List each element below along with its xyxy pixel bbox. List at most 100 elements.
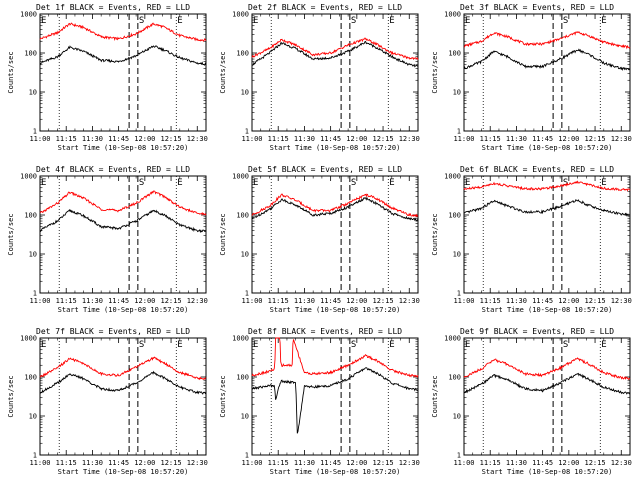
y-tick-label: 1000 [20, 173, 37, 181]
x-tick-label: 12:00 [558, 135, 579, 143]
x-tick-label: 11:15 [268, 459, 289, 467]
x-tick-label: 11:45 [320, 297, 341, 305]
y-axis-label: Counts/sec [219, 375, 227, 417]
y-tick-label: 100 [24, 374, 37, 382]
y-tick-label: 1000 [232, 335, 249, 343]
series-line-red [463, 180, 631, 192]
event-marker-E: E [465, 340, 470, 350]
series-line-black [464, 199, 631, 217]
plot-frame [463, 175, 631, 294]
plot-frame [463, 337, 631, 456]
panel-title: Det 7f BLACK = Events, RED = LLD [36, 327, 190, 336]
event-marker-S: S [351, 340, 356, 350]
y-tick-label: 1000 [444, 335, 461, 343]
y-axis-label: Counts/sec [431, 213, 439, 255]
panel-title: Det 2f BLACK = Events, RED = LLD [248, 3, 402, 12]
y-tick-label: 10 [241, 251, 249, 259]
panel-4: Det 4f BLACK = Events, RED = LLD 1 10 100 10… [7, 165, 208, 314]
series-line-red [251, 37, 419, 61]
y-tick-label: 10 [241, 413, 249, 421]
x-axis-label: Start Time (10-Sep-08 10:57:20) [58, 468, 189, 476]
x-tick-label: 11:00 [453, 135, 474, 143]
panel-title: Det 5f BLACK = Events, RED = LLD [248, 165, 402, 174]
series-line-black [39, 45, 207, 66]
plot-frame [39, 337, 207, 456]
x-axis-label: Start Time (10-Sep-08 10:57:20) [482, 468, 613, 476]
panel-title: Det 6f BLACK = Events, RED = LLD [460, 165, 614, 174]
event-marker-E: E [41, 178, 46, 188]
y-tick-label: 1000 [20, 335, 37, 343]
y-tick-label: 100 [448, 50, 461, 58]
panel-8: Det 8f BLACK = Events, RED = LLD 1 10 100 10… [219, 327, 420, 476]
plot-frame [251, 13, 419, 132]
x-axis-label: Start Time (10-Sep-08 10:57:20) [482, 306, 613, 314]
panel-1: Det 1f BLACK = Events, RED = LLD 1 10 100 10… [7, 3, 208, 152]
x-tick-label: 11:15 [56, 135, 77, 143]
y-axis-label: Counts/sec [7, 51, 15, 93]
x-axis-label: Start Time (10-Sep-08 10:57:20) [58, 144, 189, 152]
y-tick-label: 100 [448, 212, 461, 220]
x-tick-label: 11:30 [82, 135, 103, 143]
series-line-red [251, 337, 419, 379]
y-tick-label: 1000 [444, 11, 461, 19]
plot-frame [251, 175, 419, 294]
y-tick-label: 10 [29, 89, 37, 97]
x-tick-label: 11:15 [268, 135, 289, 143]
x-tick-label: 11:15 [56, 459, 77, 467]
series-line-red [463, 357, 631, 381]
event-marker-S: S [563, 178, 568, 188]
y-tick-label: 1 [457, 128, 461, 136]
x-tick-label: 12:30 [399, 135, 420, 143]
x-tick-label: 11:45 [532, 135, 553, 143]
x-tick-label: 12:30 [399, 297, 420, 305]
x-tick-label: 11:00 [453, 297, 474, 305]
x-tick-label: 12:15 [373, 297, 394, 305]
x-tick-label: 12:15 [161, 297, 182, 305]
series-line-red [39, 190, 207, 216]
x-tick-label: 11:15 [56, 297, 77, 305]
x-tick-label: 11:30 [506, 135, 527, 143]
x-tick-label: 11:30 [82, 459, 103, 467]
y-tick-label: 1 [245, 290, 249, 298]
x-tick-label: 11:45 [320, 135, 341, 143]
x-tick-label: 11:45 [108, 297, 129, 305]
y-tick-label: 10 [453, 251, 461, 259]
series-line-black [40, 370, 207, 395]
x-tick-label: 12:15 [585, 135, 606, 143]
event-marker-S: S [139, 340, 144, 350]
x-tick-label: 12:30 [611, 459, 632, 467]
y-tick-label: 1 [33, 452, 37, 460]
x-tick-label: 12:00 [134, 297, 155, 305]
event-marker-E: E [389, 340, 394, 350]
x-tick-label: 11:30 [294, 297, 315, 305]
event-marker-S: S [139, 16, 144, 26]
x-tick-label: 12:30 [611, 297, 632, 305]
event-marker-S: S [351, 16, 356, 26]
event-marker-S: S [139, 178, 144, 188]
y-axis-label: Counts/sec [7, 213, 15, 255]
event-marker-E: E [389, 178, 394, 188]
x-tick-label: 12:15 [161, 135, 182, 143]
x-tick-label: 12:30 [187, 135, 208, 143]
y-tick-label: 10 [29, 251, 37, 259]
x-tick-label: 11:15 [480, 135, 501, 143]
x-tick-label: 11:45 [532, 297, 553, 305]
x-tick-label: 12:15 [585, 459, 606, 467]
x-tick-label: 12:15 [161, 459, 182, 467]
x-tick-label: 11:15 [480, 297, 501, 305]
x-axis-label: Start Time (10-Sep-08 10:57:20) [482, 144, 613, 152]
y-tick-label: 1 [33, 290, 37, 298]
panel-title: Det 9f BLACK = Events, RED = LLD [460, 327, 614, 336]
x-tick-label: 11:45 [532, 459, 553, 467]
x-tick-label: 12:15 [373, 135, 394, 143]
y-tick-label: 100 [24, 212, 37, 220]
event-marker-E: E [253, 16, 258, 26]
series-line-black [39, 209, 207, 234]
x-tick-label: 11:00 [29, 135, 50, 143]
x-tick-label: 12:30 [187, 297, 208, 305]
x-tick-label: 12:00 [134, 459, 155, 467]
x-tick-label: 12:15 [585, 297, 606, 305]
event-marker-E: E [41, 16, 46, 26]
x-tick-label: 12:00 [558, 459, 579, 467]
